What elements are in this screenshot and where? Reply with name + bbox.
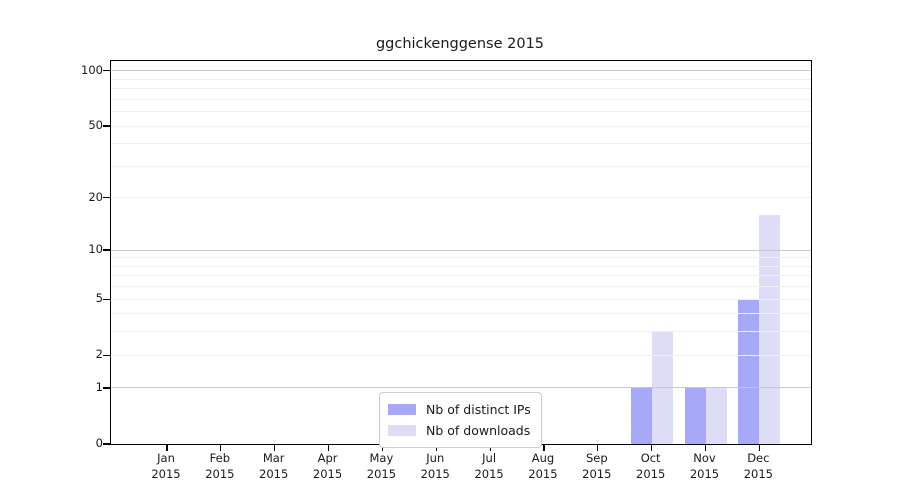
plot-area: Nb of distinct IPs Nb of downloads — [102, 60, 812, 451]
x-tick-mark — [651, 444, 653, 451]
gridline-minor — [111, 298, 811, 300]
x-tick-mark — [166, 444, 168, 451]
x-tick-label: Oct 2015 — [636, 451, 666, 481]
legend: Nb of distinct IPs Nb of downloads — [379, 392, 542, 448]
y-tick-mark — [102, 249, 110, 251]
legend-item: Nb of distinct IPs — [388, 399, 531, 420]
legend-item-label: Nb of distinct IPs — [426, 402, 531, 417]
x-tick-label: Jul 2015 — [474, 451, 504, 481]
x-tick-label: Dec 2015 — [743, 451, 773, 481]
x-tick-label: Jun 2015 — [420, 451, 450, 481]
x-tick-mark — [758, 444, 760, 451]
y-tick-mark — [102, 70, 110, 72]
x-tick-mark — [274, 444, 276, 451]
y-tick-label: 0 — [95, 436, 103, 450]
bar-distinct-ips — [738, 299, 760, 444]
y-tick-label: 5 — [95, 291, 103, 306]
x-tick-label: Mar 2015 — [259, 451, 289, 481]
gridline-minor — [111, 354, 811, 356]
bar-distinct-ips — [684, 387, 706, 444]
gridline-minor — [111, 111, 811, 113]
bars-layer — [111, 61, 811, 444]
gridline-major — [111, 70, 811, 72]
legend-item-label: Nb of downloads — [426, 423, 531, 438]
gridline-minor — [111, 165, 811, 167]
gridline-minor — [111, 331, 811, 333]
y-tick-label: 10 — [88, 242, 103, 257]
x-tick-mark — [220, 444, 222, 451]
y-tick-mark — [102, 298, 110, 300]
gridline-minor — [111, 78, 811, 80]
y-tick-label: 50 — [88, 118, 103, 133]
y-tick-mark — [102, 443, 110, 445]
y-tick-mark — [102, 354, 110, 356]
gridline-minor — [111, 313, 811, 315]
legend-item: Nb of downloads — [388, 420, 531, 441]
bar-downloads — [759, 214, 781, 444]
gridline-minor — [111, 98, 811, 100]
y-tick-label: 100 — [81, 62, 103, 77]
y-tick-mark — [102, 197, 110, 199]
gridline-minor — [111, 125, 811, 127]
x-tick-label: Jan 2015 — [151, 451, 181, 481]
gridline-minor — [111, 257, 811, 259]
gridline-minor — [111, 143, 811, 145]
x-tick-mark — [704, 444, 707, 451]
y-tick-label: 1 — [95, 379, 103, 394]
x-tick-mark — [543, 444, 545, 451]
x-tick-mark — [597, 444, 599, 451]
chart-title: ggchickenggense 2015 — [375, 36, 545, 52]
x-tick-label: Sep 2015 — [582, 451, 612, 481]
x-tick-label: May 2015 — [366, 451, 397, 481]
gridline-minor — [111, 265, 811, 267]
x-tick-label: Apr 2015 — [312, 451, 343, 481]
y-tick-mark — [102, 387, 110, 389]
x-tick-label: Feb 2015 — [205, 451, 235, 481]
legend-swatch-downloads — [388, 425, 416, 436]
y-tick-label: 20 — [88, 189, 103, 204]
y-tick-mark — [102, 125, 110, 127]
gridline-minor — [111, 275, 811, 277]
gridline-minor — [111, 197, 811, 199]
grid-layer — [102, 61, 811, 451]
gridline-major — [111, 249, 811, 251]
y-tick-label: 2 — [95, 347, 103, 362]
x-tick-label: Nov 2015 — [689, 451, 720, 481]
gridline-minor — [111, 286, 811, 288]
legend-swatch-distinct-ips — [388, 404, 416, 415]
gridline-minor — [111, 88, 811, 90]
bar-downloads — [705, 387, 727, 444]
x-tick-mark — [327, 444, 330, 451]
gridline-major — [111, 387, 811, 389]
x-tick-label: Aug 2015 — [528, 451, 558, 481]
bar-distinct-ips — [630, 387, 652, 444]
